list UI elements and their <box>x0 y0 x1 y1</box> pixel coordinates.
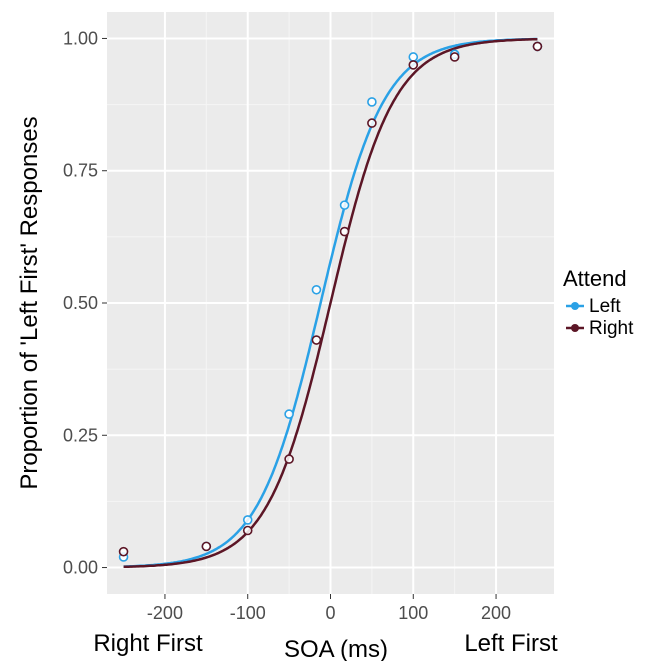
x-tick-label: 200 <box>481 603 511 623</box>
y-axis-title: Proportion of 'Left First' Responses <box>16 116 43 489</box>
data-point-left <box>408 52 419 62</box>
data-points <box>118 41 543 562</box>
x-tick-label: 0 <box>325 603 335 623</box>
data-point-left <box>339 200 350 210</box>
y-tick-label: 0.25 <box>63 425 98 445</box>
x-end-label-left: Right First <box>93 630 203 657</box>
x-tick-label: 100 <box>398 603 428 623</box>
data-point-right <box>311 335 322 345</box>
y-tick-label: 1.00 <box>63 28 98 48</box>
y-tick-label: 0.00 <box>63 558 98 578</box>
legend-label-right: Right <box>589 318 634 339</box>
x-end-label-right: Left First <box>464 630 558 657</box>
data-point-right <box>201 541 212 552</box>
data-point-right <box>339 226 350 237</box>
legend-key-dot-right <box>571 324 579 332</box>
data-point-right <box>118 546 129 557</box>
fit-curve-left <box>123 37 538 568</box>
legend-label-left: Left <box>589 296 621 317</box>
data-point-left <box>367 97 377 107</box>
y-tick-label: 0.50 <box>63 293 98 313</box>
x-axis-ticks: -200 -100 0 100 200 <box>147 594 511 623</box>
data-point-right <box>242 525 253 536</box>
fit-curve-right <box>123 37 538 569</box>
data-point-right <box>284 454 294 464</box>
data-point-left <box>242 515 253 525</box>
y-axis-ticks: 0.00 0.25 0.50 0.75 1.00 <box>63 28 107 578</box>
x-tick-label: -200 <box>147 603 183 623</box>
legend-key-dot-left <box>571 302 579 310</box>
y-tick-label: 0.75 <box>63 161 98 181</box>
data-point-left <box>311 284 322 295</box>
x-axis-title: SOA (ms) <box>284 636 388 661</box>
data-point-right <box>449 52 460 62</box>
fit-curves <box>123 37 538 569</box>
data-point-right <box>367 118 377 128</box>
legend-title: Attend <box>563 266 627 291</box>
data-point-right <box>408 60 419 70</box>
data-point-right <box>532 41 543 52</box>
x-tick-label: -100 <box>230 603 266 623</box>
data-point-left <box>284 409 294 419</box>
